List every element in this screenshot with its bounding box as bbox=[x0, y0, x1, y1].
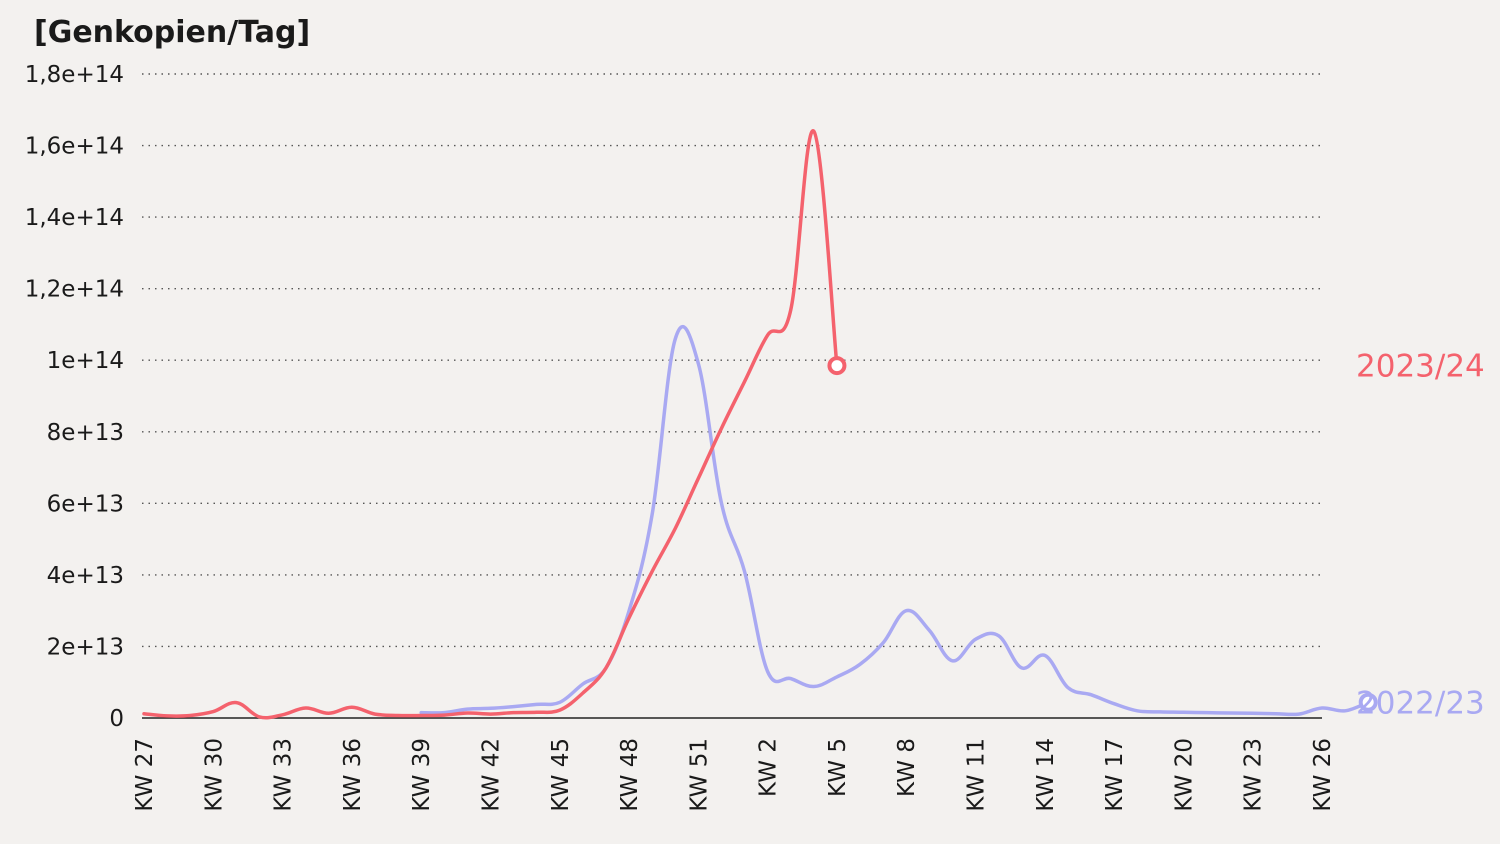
x-tick-label: KW 33 bbox=[271, 738, 297, 812]
y-tick-label: 6e+13 bbox=[47, 491, 124, 517]
y-tick-labels: 0 2e+13 4e+13 6e+13 8e+13 1e+14 1,2e+14 1,4e+14… bbox=[25, 62, 124, 732]
x-tick-label: KW 27 bbox=[132, 738, 158, 812]
x-tick-label: KW 8 bbox=[894, 738, 920, 797]
x-tick-label: KW 30 bbox=[201, 738, 227, 812]
gridlines bbox=[142, 73, 1322, 648]
y-tick-label: 4e+13 bbox=[47, 563, 124, 589]
x-tick-labels: KW 27 KW 30 KW 33 KW 36 KW 39 KW 42 KW 45 KW 48… bbox=[132, 738, 1336, 812]
x-tick-label: KW 36 bbox=[340, 738, 366, 812]
series-lines bbox=[142, 129, 1378, 720]
x-tick-label: KW 42 bbox=[478, 738, 504, 812]
y-tick-label: 0 bbox=[109, 706, 124, 732]
x-tick-label: KW 11 bbox=[964, 738, 990, 812]
series-label: 2023/24 bbox=[1356, 349, 1485, 385]
x-tick-label: KW 48 bbox=[617, 738, 643, 812]
x-tick-label: KW 51 bbox=[686, 738, 712, 812]
series-line bbox=[142, 129, 839, 720]
x-tick-label: KW 2 bbox=[756, 738, 782, 797]
y-tick-label: 2e+13 bbox=[47, 634, 124, 660]
y-tick-label: 1,6e+14 bbox=[25, 134, 124, 160]
series-end-point bbox=[827, 356, 847, 376]
x-tick-label: KW 45 bbox=[548, 738, 574, 812]
x-tick-label: KW 20 bbox=[1171, 738, 1197, 812]
y-tick-label: 8e+13 bbox=[47, 420, 124, 446]
x-tick-label: KW 23 bbox=[1241, 738, 1267, 812]
y-axis-title: [Genkopien/Tag] bbox=[34, 15, 310, 50]
x-tick-label: KW 14 bbox=[1033, 738, 1059, 812]
series-labels: 2022/23 2023/24 bbox=[1356, 349, 1485, 722]
series-end-point bbox=[1358, 692, 1378, 712]
y-tick-label: 1e+14 bbox=[47, 348, 124, 374]
x-tick-label: KW 17 bbox=[1102, 738, 1128, 812]
series-line bbox=[419, 324, 1370, 717]
y-tick-label: 1,4e+14 bbox=[25, 205, 124, 231]
x-tick-label: KW 26 bbox=[1310, 738, 1336, 812]
y-tick-label: 1,8e+14 bbox=[25, 62, 124, 88]
x-tick-label: KW 39 bbox=[409, 738, 435, 812]
y-tick-label: 1,2e+14 bbox=[25, 277, 124, 303]
series-label: 2022/23 bbox=[1356, 685, 1485, 721]
x-tick-label: KW 5 bbox=[825, 738, 851, 797]
